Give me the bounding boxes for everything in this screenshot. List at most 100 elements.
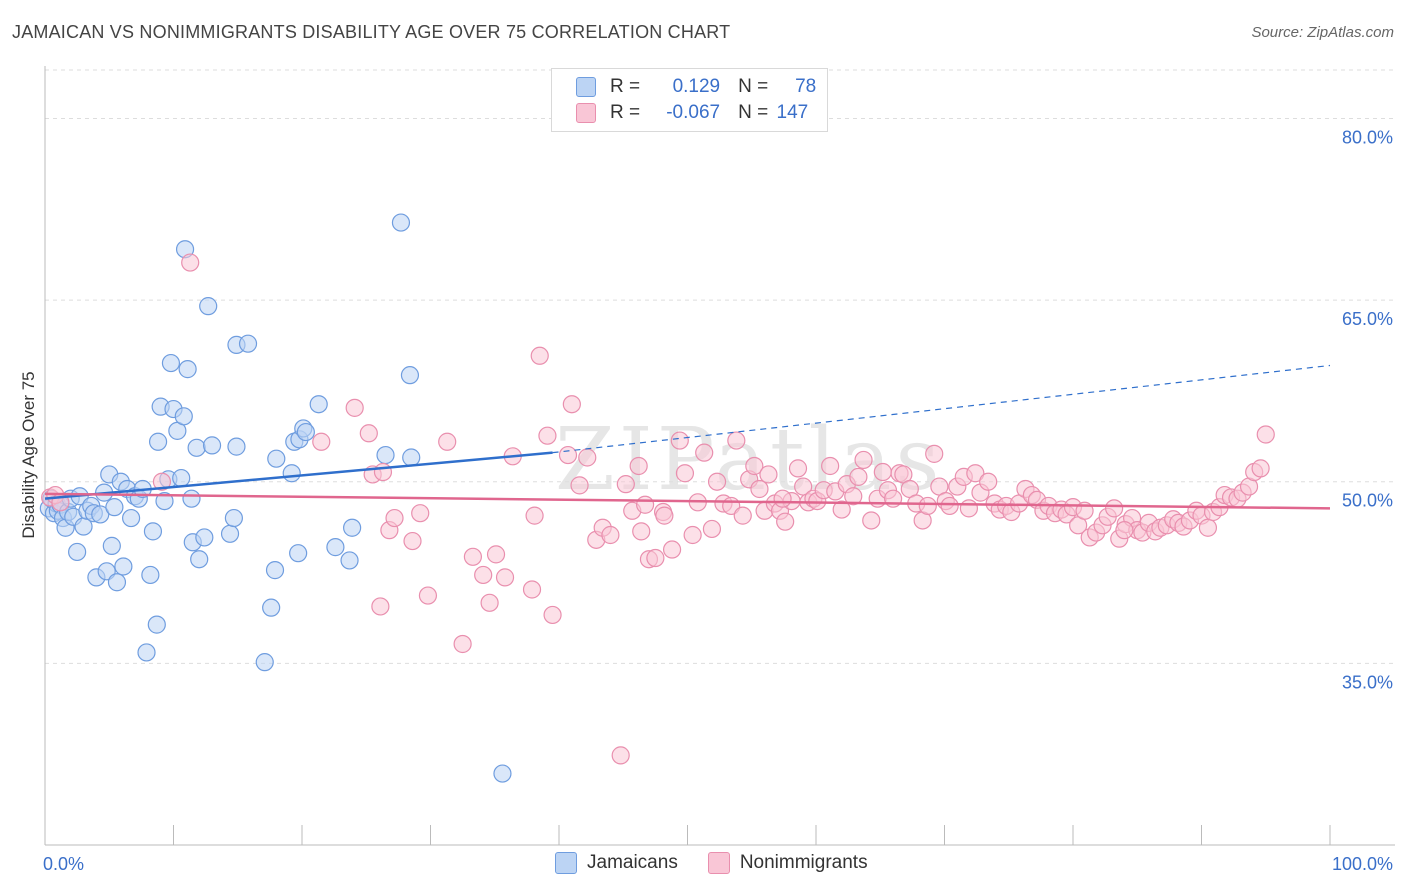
jamaicans-points	[39, 213, 512, 783]
legend-item-nonimmigrants[interactable]: Nonimmigrants	[707, 852, 868, 874]
nonimmigrant-point	[745, 456, 764, 476]
nonimmigrant-point	[759, 465, 778, 484]
jamaican-point	[340, 551, 359, 570]
r-value: -0.067	[666, 102, 721, 123]
nonimmigrant-point	[702, 519, 722, 539]
nonimmigrant-point	[832, 500, 851, 519]
nonimmigrant-point	[371, 597, 390, 616]
jamaican-point	[282, 464, 301, 483]
jamaican-point	[147, 615, 166, 634]
nonimmigrants-swatch	[707, 852, 730, 874]
nonimmigrant-point	[646, 548, 665, 568]
nonimmigrant-point	[655, 506, 674, 525]
jamaican-point	[400, 366, 420, 385]
nonimmigrant-point	[773, 489, 792, 508]
stats-row-nonimmigrants: R = -0.067 N = 147	[576, 101, 808, 125]
nonimmigrants-points	[41, 253, 1275, 765]
nonimmigrant-point	[578, 448, 597, 467]
jamaican-point	[161, 353, 181, 373]
nonimmigrant-point	[959, 499, 979, 518]
nonimmigrant-point	[418, 586, 438, 605]
jamaican-point	[202, 436, 222, 455]
nonimmigrant-point	[966, 464, 985, 483]
y-tick-label: 65.0%	[1342, 309, 1393, 329]
jamaicans-trend-extension	[552, 364, 1331, 454]
jamaican-point	[296, 422, 315, 442]
axes	[44, 66, 1395, 846]
jamaican-point	[102, 536, 121, 555]
nonimmigrant-point	[611, 746, 630, 765]
nonimmigrant-point	[979, 472, 998, 491]
jamaican-point	[262, 598, 281, 617]
nonimmigrant-point	[844, 487, 863, 506]
nonimmigrant-point	[849, 467, 868, 486]
series-legend: Jamaicans Nonimmigrants	[555, 852, 898, 874]
nonimmigrant-point	[181, 253, 200, 272]
nonimmigrant-point	[453, 634, 472, 654]
n-value: 78	[795, 76, 817, 97]
n-value: 147	[776, 102, 809, 123]
nonimmigrant-point	[538, 426, 557, 445]
jamaican-point	[376, 445, 395, 465]
trend-lines	[44, 364, 1331, 510]
jamaican-point	[182, 489, 201, 508]
nonimmigrant-point	[345, 398, 364, 417]
nonimmigrant-point	[1256, 425, 1275, 444]
legend-label: Jamaicans	[587, 852, 678, 873]
nonimmigrant-point	[480, 593, 499, 612]
jamaican-point	[141, 565, 160, 585]
nonimmigrant-point	[632, 522, 651, 541]
nonimmigrant-point	[312, 432, 331, 451]
nonimmigrant-point	[522, 580, 542, 599]
nonimmigrants-swatch	[576, 103, 596, 123]
nonimmigrant-point	[601, 525, 620, 545]
jamaican-point	[289, 544, 308, 563]
jamaican-point	[255, 653, 274, 672]
chart-title: JAMAICAN VS NONIMMIGRANTS DISABILITY AGE…	[12, 22, 731, 42]
nonimmigrant-point	[727, 431, 746, 450]
nonimmigrant-point	[750, 479, 769, 499]
jamaican-point	[309, 395, 328, 414]
nonimmigrant-point	[695, 443, 714, 462]
nonimmigrant-point	[1251, 459, 1270, 478]
jamaican-point	[267, 449, 286, 468]
nonimmigrant-point	[683, 525, 702, 545]
jamaican-point	[178, 360, 197, 379]
nonimmigrant-point	[854, 450, 873, 470]
jamaican-point	[187, 438, 206, 457]
nonimmigrant-point	[925, 444, 944, 463]
jamaican-point	[105, 498, 124, 517]
jamaican-point	[190, 550, 209, 569]
nonimmigrant-point	[385, 508, 404, 528]
jamaican-point	[391, 213, 411, 232]
source-label: Source: ZipAtlas.com	[1251, 24, 1394, 41]
jamaican-point	[121, 508, 141, 528]
x-tick-label: 100.0%	[1332, 854, 1393, 874]
jamaican-point	[220, 524, 240, 543]
nonimmigrant-point	[525, 506, 544, 525]
nonimmigrant-point	[1115, 521, 1134, 540]
nonimmigrant-point	[918, 496, 937, 516]
jamaican-point	[343, 518, 362, 537]
jamaicans-trend-line	[44, 451, 553, 500]
jamaican-point	[402, 448, 421, 467]
nonimmigrant-point	[403, 531, 422, 551]
nonimmigrant-point	[152, 472, 172, 491]
nonimmigrant-point	[474, 565, 493, 585]
jamaican-point	[227, 437, 246, 456]
y-tick-label: 50.0%	[1342, 491, 1393, 511]
nonimmigrant-point	[1198, 518, 1218, 537]
nonimmigrant-point	[629, 456, 648, 476]
jamaican-point	[143, 522, 163, 541]
nonimmigrant-point	[558, 445, 578, 465]
jamaican-point	[137, 643, 156, 662]
jamaican-point	[68, 542, 87, 562]
nonimmigrant-point	[873, 462, 892, 482]
nonimmigrant-point	[635, 495, 655, 514]
legend-item-jamaicans[interactable]: Jamaicans	[555, 852, 678, 874]
nonimmigrant-point	[670, 431, 689, 450]
nonimmigrant-point	[359, 424, 378, 443]
jamaican-point	[265, 561, 285, 580]
jamaican-point	[91, 505, 110, 524]
nonimmigrant-point	[776, 512, 795, 531]
